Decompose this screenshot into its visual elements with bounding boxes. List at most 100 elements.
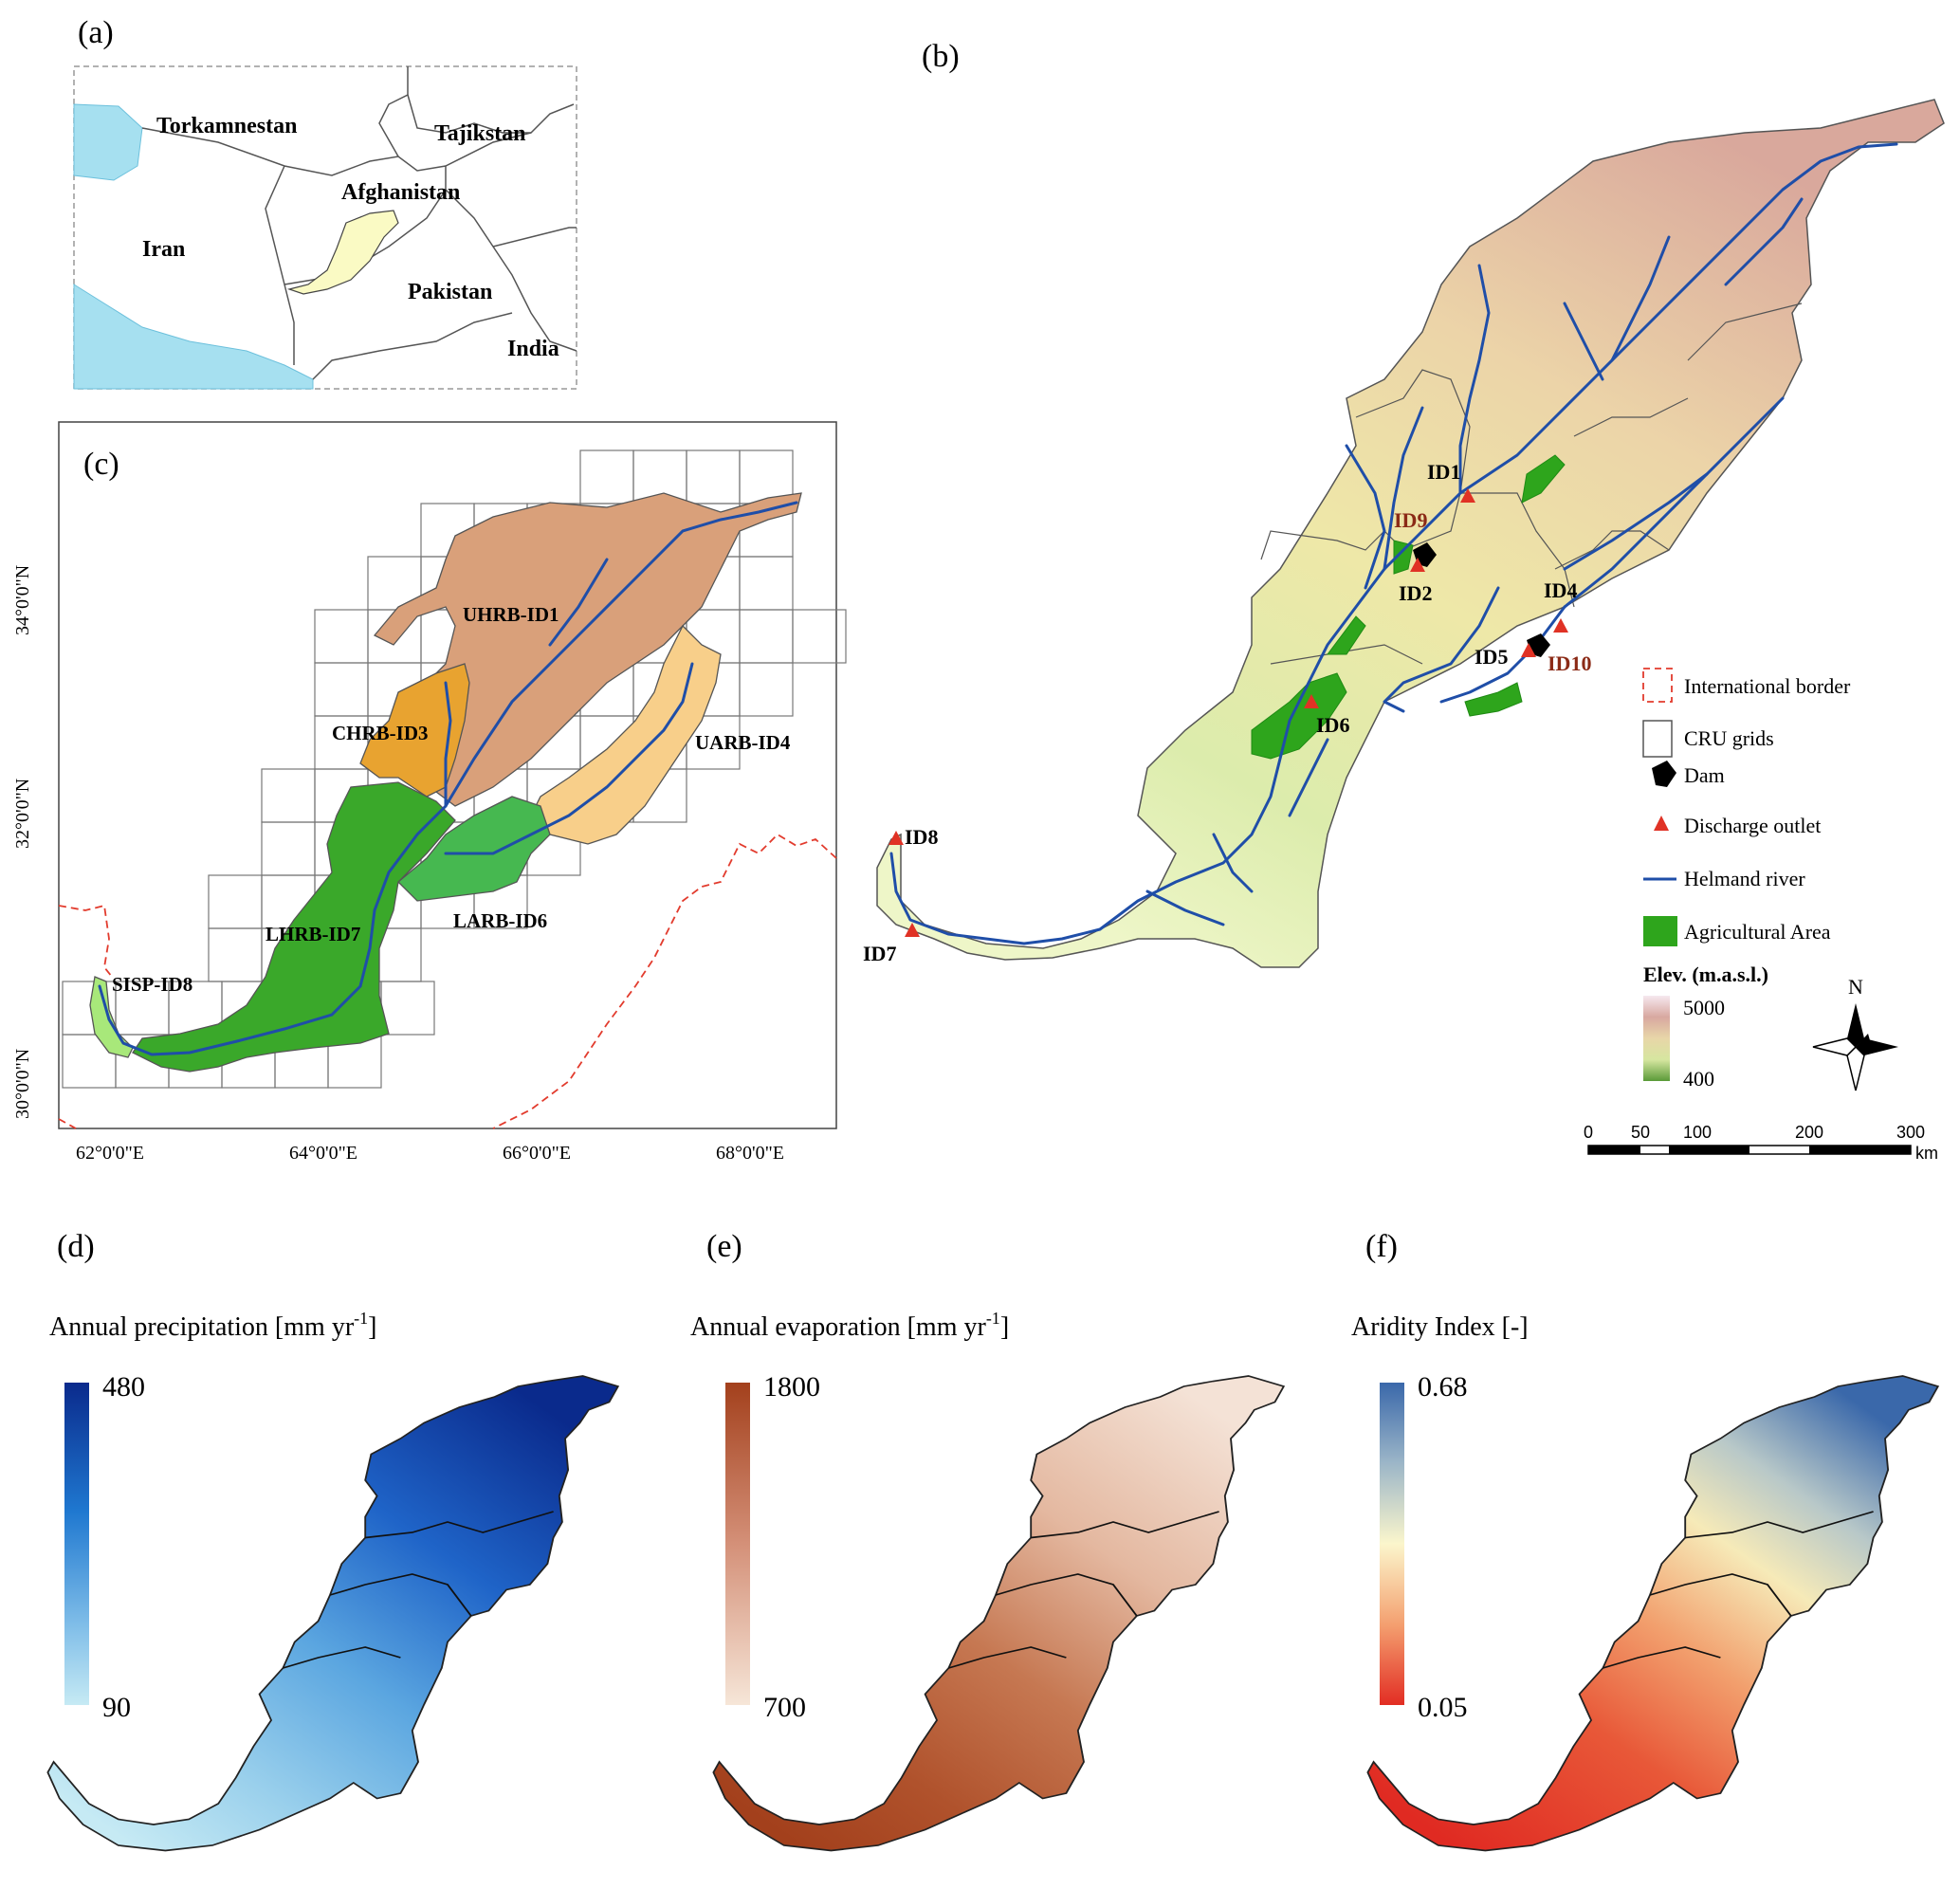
legend-elev-title: Elev. (m.a.s.l.): [1643, 963, 1768, 986]
panel-b-label: (b): [922, 39, 960, 74]
precip-colorbar: [64, 1383, 89, 1705]
subbasin-larb: [397, 796, 551, 902]
outlet-id8: [888, 831, 904, 845]
north-arrow: N: [1812, 975, 1898, 1091]
legend-cru-symbol: [1642, 720, 1673, 758]
panel-b-rivers: [889, 142, 1898, 945]
outlet-id6: [1304, 694, 1319, 708]
subbasin-lhrb: [132, 781, 456, 1073]
legend-outlet-symbol: [1654, 816, 1669, 831]
legend-cru-label: CRU grids: [1684, 726, 1774, 750]
caspian-sea: [73, 103, 143, 181]
helmand-basin-dem: [876, 99, 1945, 968]
evap-colorbar: [725, 1383, 750, 1705]
legend-river-label: Helmand river: [1684, 867, 1805, 890]
cru-grid-cell: [739, 662, 794, 717]
label-sisp: SISP-ID8: [112, 973, 192, 996]
scale-bar: 0 50 100 200 300 km: [1584, 1123, 1938, 1163]
evap-title: Annual evaporation [mm yr-1]: [690, 1309, 1009, 1342]
outlet-id7: [905, 923, 920, 937]
label-uarb: UARB-ID4: [695, 731, 791, 754]
country-borders: [141, 66, 577, 380]
outlet-id5: [1521, 643, 1536, 657]
arabian-sea: [73, 284, 314, 390]
legend-border-symbol: [1642, 668, 1673, 703]
precip-subbasin-lines: [283, 1511, 554, 1669]
precip-title: Annual precipitation [mm yr-1]: [49, 1309, 376, 1342]
lon-label-68: 68°0'0"E: [716, 1143, 784, 1164]
precip-map: [46, 1375, 619, 1852]
legend-elev-ramp: [1643, 996, 1670, 1081]
legend-border-label: International border: [1684, 674, 1851, 698]
legend-agri-symbol: [1643, 916, 1677, 946]
scale-tick-100: 100: [1683, 1123, 1712, 1142]
evap-subbasin-lines: [948, 1511, 1219, 1669]
outlet-id4: [1553, 618, 1568, 633]
country-india: India: [507, 337, 559, 361]
aridity-min: 0.05: [1418, 1692, 1468, 1723]
station-id5: ID5: [1475, 645, 1508, 669]
panel-c-label: (c): [83, 447, 119, 482]
scale-tick-200: 200: [1795, 1123, 1823, 1142]
scale-tick-0: 0: [1584, 1123, 1593, 1142]
label-uhrb: UHRB-ID1: [463, 603, 559, 626]
lon-label-62: 62°0'0"E: [76, 1143, 144, 1164]
outlet-markers: [888, 488, 1568, 937]
station-id8: ID8: [905, 825, 938, 849]
legend-elev-max: 5000: [1683, 996, 1725, 1019]
subbasin-sisp: [89, 976, 134, 1058]
legend-agri-label: Agricultural Area: [1684, 920, 1831, 944]
scale-tick-50: 50: [1631, 1123, 1650, 1142]
station-id7: ID7: [863, 942, 896, 965]
panel-c-rivers: [98, 501, 798, 1056]
country-iran: Iran: [142, 237, 185, 262]
panel-a-label: (a): [78, 15, 114, 50]
aridity-subbasin-lines: [1603, 1511, 1874, 1669]
panel-c-map: (c) UHRB-ID1 CHRB-ID3 UARB-ID4 LARB-ID6 …: [12, 421, 847, 1164]
subbasin-chrb: [359, 663, 470, 798]
panel-f-label: (f): [1365, 1229, 1398, 1264]
lon-label-66: 66°0'0"E: [503, 1143, 571, 1164]
label-larb: LARB-ID6: [453, 909, 547, 932]
label-chrb: CHRB-ID3: [332, 722, 429, 744]
cru-grid-cell: [792, 609, 847, 664]
evap-map: [712, 1375, 1285, 1852]
legend-outlet-label: Discharge outlet: [1684, 814, 1821, 837]
aridity-title: Aridity Index [-]: [1351, 1312, 1529, 1342]
station-id1: ID1: [1427, 460, 1460, 484]
outlet-id1: [1460, 488, 1475, 503]
outlet-id2: [1410, 558, 1425, 572]
lon-label-64: 64°0'0"E: [289, 1143, 357, 1164]
subbasin-uhrb: [373, 492, 802, 807]
country-afghanistan: Afghanistan: [341, 180, 460, 205]
evap-max: 1800: [763, 1371, 820, 1403]
aridity-map: [1366, 1375, 1939, 1852]
panel-b-subbasin-lines: [1260, 303, 1803, 665]
panel-a-map: Torkamnestan Tajikstan Afghanistan Iran …: [73, 65, 577, 390]
helmand-basin-locator: [286, 210, 399, 295]
station-id9: ID9: [1394, 508, 1427, 532]
subbasin-uarb: [530, 624, 722, 845]
panel-b-map: ID1 ID9 ID2 ID4 ID5 ID10 ID6 ID8 ID7: [863, 99, 1945, 968]
country-pakistan: Pakistan: [408, 280, 492, 304]
panel-b-agriculture: [1251, 454, 1566, 760]
scale-unit: km: [1915, 1144, 1938, 1163]
panel-e-label: (e): [706, 1229, 742, 1264]
north-arrow-label: N: [1848, 975, 1863, 999]
station-id6: ID6: [1316, 713, 1349, 737]
precip-min: 90: [102, 1692, 131, 1723]
lat-label-32: 32°0'0"N: [12, 779, 33, 849]
label-lhrb: LHRB-ID7: [266, 923, 360, 945]
legend-elev-min: 400: [1683, 1067, 1714, 1091]
panel-b-legend: International border CRU grids Dam Disch…: [1642, 668, 1851, 1091]
lat-label-30: 30°0'0"N: [12, 1049, 33, 1119]
station-id4: ID4: [1544, 578, 1577, 602]
aridity-colorbar: [1380, 1383, 1404, 1705]
legend-dam-symbol: [1652, 761, 1676, 787]
country-turkmenistan: Torkamnestan: [156, 114, 297, 138]
panel-d-label: (d): [57, 1229, 95, 1264]
precip-max: 480: [102, 1371, 145, 1403]
panel-c-borders: [58, 833, 837, 1129]
aridity-max: 0.68: [1418, 1371, 1468, 1403]
